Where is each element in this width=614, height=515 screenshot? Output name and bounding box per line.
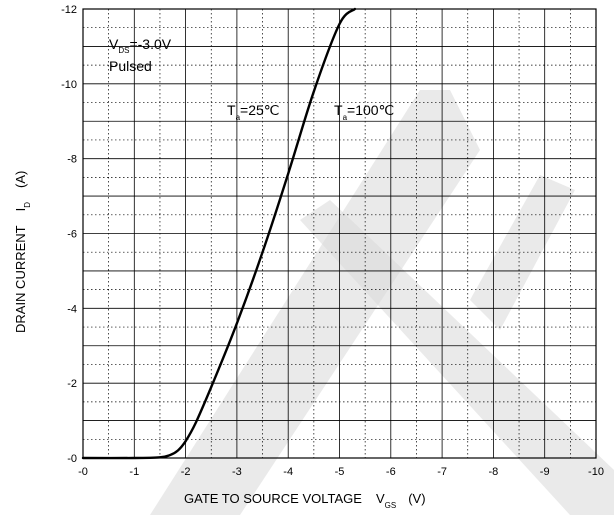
x-tick-label: -3 bbox=[232, 466, 242, 478]
x-tick-label: -6 bbox=[386, 466, 396, 478]
series-label-ta-25: Ta=25℃ bbox=[227, 102, 280, 122]
condition-vds-label: VDS=-3.0V bbox=[109, 36, 172, 55]
y-tick-label: -4 bbox=[67, 303, 77, 315]
y-tick-label: -8 bbox=[67, 154, 77, 166]
x-tick-label: -8 bbox=[489, 466, 499, 478]
y-tick-label: -0 bbox=[67, 453, 77, 465]
x-tick-label: -0 bbox=[78, 466, 88, 478]
x-tick-label: -1 bbox=[129, 466, 139, 478]
x-tick-label: -7 bbox=[437, 466, 447, 478]
series-label-ta-100: Ta=100℃ bbox=[334, 102, 394, 122]
series-line-drain-current bbox=[81, 7, 357, 460]
x-axis-label: GATE TO SOURCE VOLTAGE VGS (V) bbox=[184, 491, 426, 510]
y-tick-label: -12 bbox=[61, 4, 77, 16]
y-tick-label: -2 bbox=[67, 378, 77, 390]
x-tick-label: -4 bbox=[283, 466, 293, 478]
x-tick-label: -9 bbox=[540, 466, 550, 478]
x-tick-label: -2 bbox=[181, 466, 191, 478]
x-tick-label: -10 bbox=[588, 466, 604, 478]
x-tick-label: -5 bbox=[335, 466, 345, 478]
plot-frame bbox=[82, 8, 597, 459]
y-tick-label: -10 bbox=[61, 79, 77, 91]
grid bbox=[83, 9, 596, 458]
condition-pulsed-label: Pulsed bbox=[109, 58, 152, 74]
y-tick-labels: -0 -2 -4 -6 -8 -10 -12 bbox=[61, 4, 77, 465]
y-axis-label: DRAIN CURRENTID(A) bbox=[13, 171, 32, 333]
x-tick-labels: -0 -1 -2 -3 -4 -5 -6 -7 -8 -9 -10 bbox=[78, 466, 604, 478]
y-tick-label: -6 bbox=[67, 229, 77, 241]
